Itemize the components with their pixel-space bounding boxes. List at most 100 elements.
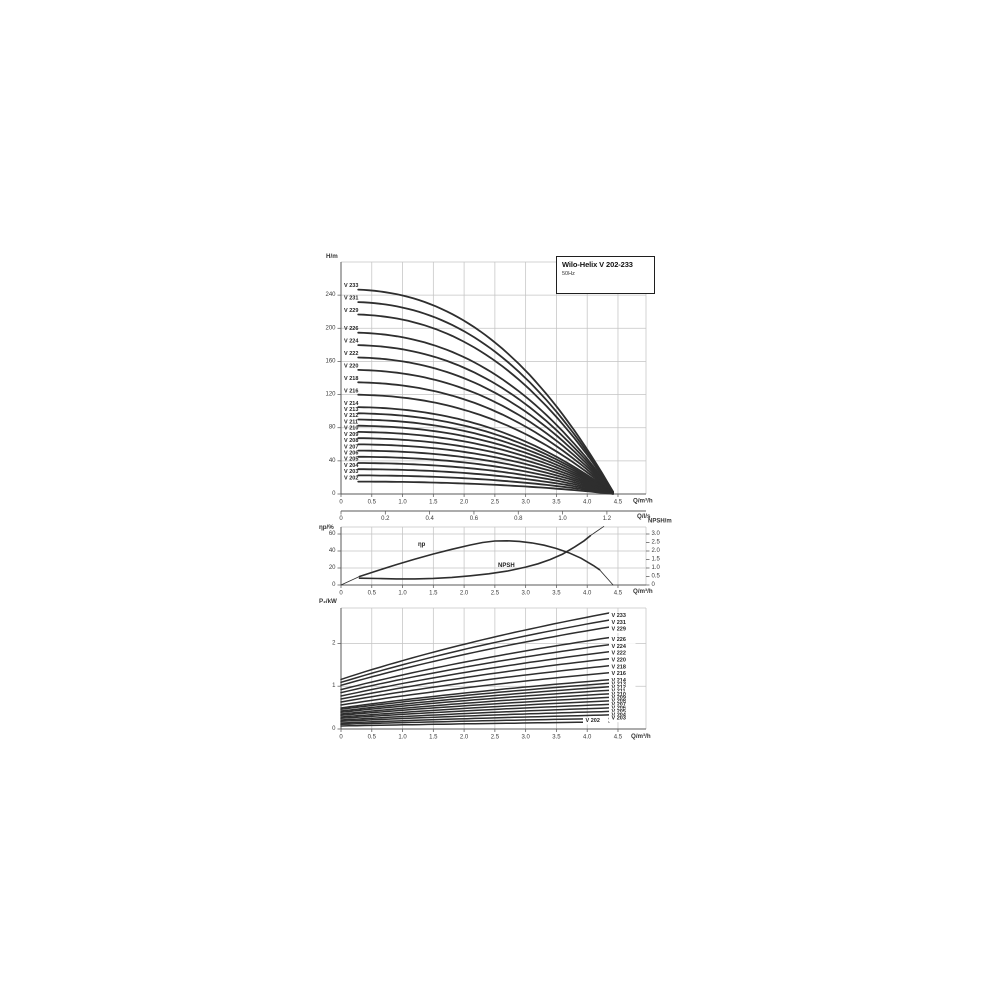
pump-head-curve (357, 301, 614, 493)
power-label-bg (609, 626, 636, 634)
pump-curve-label: V 224 (344, 339, 359, 345)
pump-power-curve (340, 686, 610, 712)
y-tick-label: 40 (329, 458, 336, 464)
pump-power-label: V 229 (612, 627, 626, 633)
x-tick-label: 1.5 (429, 735, 438, 741)
x-tick-label: 3.5 (552, 735, 561, 741)
efficiency-npsh-chart: 0 20 40 60 0 0.5 1.0 1.5 2.0 2.5 3.0 0 0.5 1.0 1.5 2.0 2… (329, 526, 661, 597)
flow-axis-title-middle: Q/m³/h (633, 588, 653, 595)
flow-axis-title-top: Q/m³/h (633, 498, 653, 505)
x-tick-label: 1.0 (398, 735, 407, 741)
x-tick-label: 2.5 (491, 591, 500, 597)
x-tick-label: 2.5 (491, 500, 500, 506)
pump-head-curve (357, 418, 614, 495)
power-label-bg (609, 705, 636, 712)
pump-power-curve (340, 710, 610, 723)
x-tick-label: 2.5 (491, 735, 500, 741)
pump-power-label: V 218 (612, 664, 626, 670)
npsh-tick-label: 1.5 (652, 557, 661, 563)
y-tick-label: 80 (329, 425, 336, 431)
x-tick-label: 0.5 (368, 735, 377, 741)
power-label-bg (609, 687, 636, 695)
x-tick-label: 4.0 (583, 735, 592, 741)
x-tick-label: 1.0 (398, 500, 407, 506)
power-label-bg (609, 681, 636, 688)
x-tick-label: 3.5 (552, 591, 561, 597)
chart-subtitle: 50Hz (562, 271, 575, 277)
power-label-bg (609, 677, 636, 685)
power-axis-title: P₂/kW (319, 598, 337, 605)
pump-power-label: V 210 (612, 692, 626, 698)
head-axis-title: H/m (326, 253, 338, 260)
efficiency-curve-thin-start (340, 576, 360, 586)
pump-power-label: V 233 (612, 613, 626, 619)
power-label-bg (609, 670, 636, 678)
x-tick-label: 4.5 (614, 735, 623, 741)
x-tick-label: 2.0 (460, 591, 469, 597)
x-tick-label: 0.5 (368, 500, 377, 506)
power-label-bg (609, 708, 636, 716)
lps-tick-label: 0 (339, 516, 343, 522)
pump-curve-label: V 208 (344, 438, 358, 444)
y-tick-label: 1 (332, 683, 336, 689)
pump-head-curve (357, 356, 614, 494)
x-tick-label: 4.0 (583, 500, 592, 506)
pump-curve-label: V 226 (344, 326, 358, 332)
pump-power-curve (340, 643, 610, 694)
pump-power-label: V 211 (612, 688, 626, 694)
pump-curve-label: V 213 (344, 407, 358, 413)
pump-head-curve (357, 406, 614, 494)
lps-tick-label: 1.0 (558, 516, 567, 522)
lps-tick-label: 0.8 (514, 516, 523, 522)
pump-head-curve (357, 381, 614, 494)
lps-tick-label: 0.6 (470, 516, 479, 522)
pump-curve-label: V 210 (344, 426, 358, 432)
y-tick-label: 0 (332, 726, 336, 732)
pump-power-label: V 220 (612, 658, 626, 664)
x-tick-label: 4.5 (614, 500, 623, 506)
pump-power-curve (340, 619, 610, 684)
pump-power-curve (340, 612, 610, 681)
y-tick-label: 240 (325, 292, 336, 298)
x-tick-label: 0 (339, 735, 343, 741)
pump-power-curve (340, 650, 610, 697)
pump-power-curve (340, 664, 610, 703)
x-tick-label: 1.5 (429, 591, 438, 597)
pump-head-curve (357, 474, 614, 495)
pump-power-curve (340, 626, 610, 687)
npsh-tick-label: 1.0 (652, 565, 661, 571)
pump-head-curve (357, 443, 614, 495)
pump-curve-label: V 205 (344, 457, 358, 463)
lps-tick-label: 0.4 (425, 516, 434, 522)
x-tick-label: 0.5 (368, 591, 377, 597)
y-tick-label: 0 (332, 582, 336, 588)
power-label-bg (609, 694, 636, 702)
npsh-axis-title: NPSH/m (648, 519, 672, 525)
pump-power-label: V 204 (612, 712, 627, 718)
pump-curve-label: V 212 (344, 413, 358, 419)
pump-head-curve (357, 480, 614, 495)
flow-lps-secondary-axis: 0 0.2 0.4 0.6 0.8 1.0 1.2 (339, 510, 646, 522)
pump-curve-label: V 207 (344, 444, 358, 450)
power-label-bg (609, 636, 636, 644)
pump-head-curve (357, 288, 614, 493)
pump-power-label: V 208 (612, 699, 626, 705)
pump-head-curve (357, 468, 614, 495)
efficiency-curve (358, 539, 601, 578)
npsh-tick-label: 0 (652, 582, 656, 588)
power-label-bg (609, 643, 636, 651)
x-tick-label: 3.0 (521, 500, 530, 506)
pump-power-curve (340, 657, 610, 700)
pump-power-label: V 216 (612, 671, 626, 677)
pump-power-curve (340, 679, 610, 709)
pump-curve-label: V 214 (344, 401, 359, 407)
pump-power-label: V 213 (612, 681, 626, 687)
power-label-bg (609, 650, 636, 658)
y-tick-label: 2 (332, 640, 336, 646)
pump-curve-label: V 203 (344, 469, 358, 475)
npsh-curve-label: NPSH (498, 563, 515, 569)
pump-curve-label: V 202 (344, 475, 358, 481)
x-tick-label: 4.0 (583, 591, 592, 597)
